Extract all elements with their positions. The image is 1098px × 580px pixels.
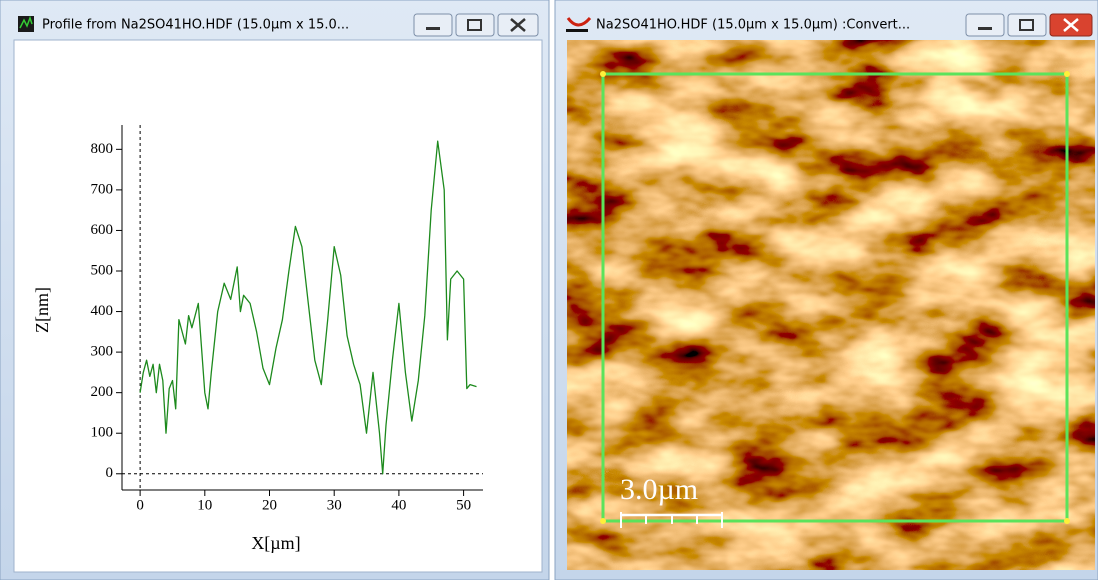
y-tick-label: 500 [91,262,114,278]
window-title: Profile from Na2SO41HO.HDF (15.0µm x 15.… [42,18,349,33]
selection-rectangle[interactable] [601,72,1069,523]
minimize-button[interactable] [965,13,1005,37]
y-tick-label: 800 [91,141,114,157]
scale-bar [620,512,723,528]
client-area [13,39,543,573]
maximize-button[interactable] [455,13,495,37]
app-icon [566,29,588,32]
y-tick-label: 0 [106,465,114,481]
profile-line [139,140,477,475]
icon [467,19,482,31]
y-axis-label: Z[nm] [32,287,52,333]
icon [978,27,992,30]
app-icon-line [19,15,33,29]
y-tick-label: 300 [91,344,114,360]
icon [1063,18,1079,32]
x-tick-label: 10 [197,497,212,513]
x-tick-label: 50 [456,497,471,513]
minimize-button[interactable] [413,13,453,37]
app-icon [566,16,592,27]
profile-chart: X[µm] Z[nm] 0 10 20 30 40 5001002003004005006… [32,125,483,553]
window-title: Na2SO41HO.HDF (15.0µm x 15.0µm) :Convert… [596,18,910,33]
handle[interactable] [1064,71,1070,77]
window-buttons[interactable] [413,13,539,37]
handle[interactable] [1064,518,1070,524]
y-tick-label: 700 [91,181,114,197]
selection-handles [600,71,1070,524]
y-tick-label: 600 [91,222,114,238]
scale-bar-label: 3.0µm [620,473,698,506]
maximize-button[interactable] [1007,13,1047,37]
x-axis-label: X[µm] [251,533,300,553]
scale-bar-ticks [620,512,723,528]
y-tick-label: 400 [91,303,114,319]
x-tick-label: 20 [262,497,277,513]
y-tick-label: 200 [91,384,114,400]
handle[interactable] [600,71,606,77]
afm-image [567,40,1095,570]
window-buttons[interactable] [965,13,1093,37]
icon [1019,19,1034,31]
x-tick-label: 30 [327,497,342,513]
icon [510,18,526,32]
y-tick-label: 100 [91,425,114,441]
x-tick-label: 0 [136,497,144,513]
icon [426,27,440,30]
x-tick-label: 40 [391,497,406,513]
handle[interactable] [600,518,606,524]
